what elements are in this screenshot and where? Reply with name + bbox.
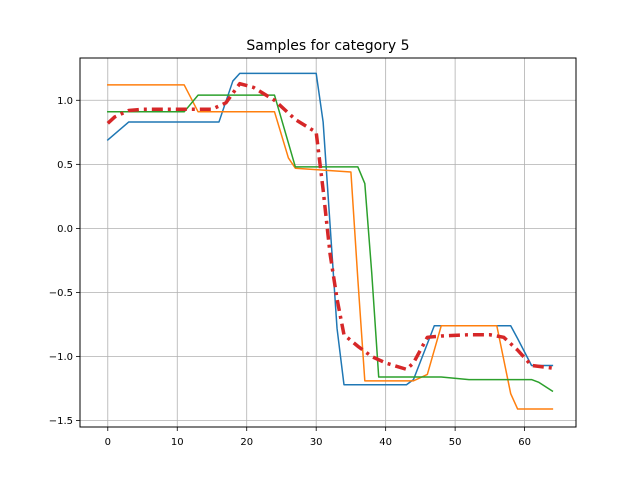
series-line-3 [107,94,554,393]
x-tick-label: 40 [379,437,392,448]
x-tick-label: 50 [449,437,462,448]
x-tick-label: 0 [105,437,111,448]
y-tick-label: 0.5 [57,160,73,171]
y-tick-label: 0.0 [57,224,73,235]
series-line-2 [107,84,554,410]
series-layer [106,72,554,410]
x-tick-label: 10 [171,437,184,448]
x-tick-label: 20 [240,437,253,448]
series-line-4 [106,81,553,372]
x-axis: 0 10 20 30 40 50 60 [105,427,531,448]
x-tick-label: 60 [518,437,531,448]
grid [80,58,576,427]
chart-title: Samples for category 5 [246,38,409,54]
x-tick-label: 30 [310,437,323,448]
y-tick-label: −1.0 [49,352,73,363]
y-tick-label: −0.5 [49,288,73,299]
y-tick-label: 1.0 [57,96,73,107]
plot-frame [79,57,577,428]
y-axis: −1.5 −1.0 −0.5 0.0 0.5 1.0 [49,96,80,427]
y-tick-label: −1.5 [49,416,73,427]
